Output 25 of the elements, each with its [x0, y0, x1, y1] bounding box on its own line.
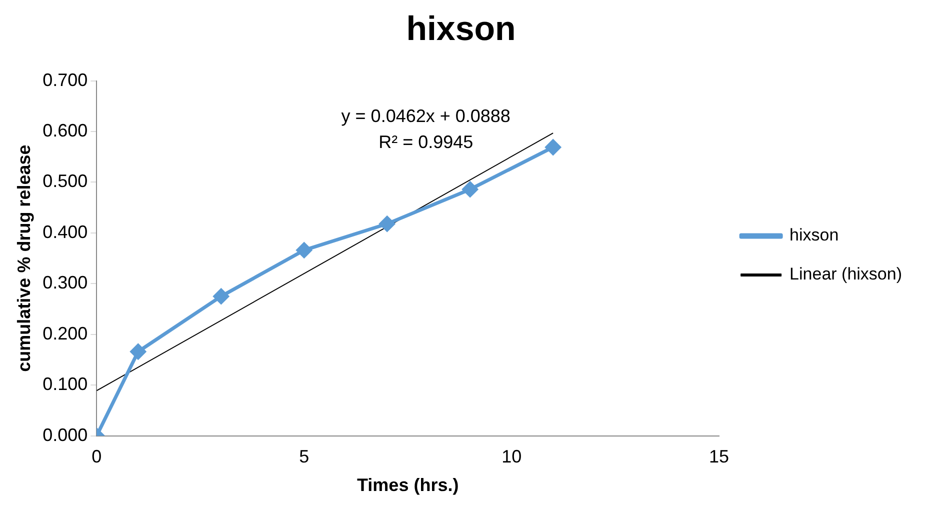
- x-axis-title: Times (hrs.): [357, 475, 459, 496]
- annotation: R² = 0.9945: [378, 132, 474, 152]
- y-tick-label: 0.500: [42, 171, 88, 192]
- x-tick-label: 15: [709, 446, 730, 467]
- point: [379, 216, 395, 232]
- annotation: y = 0.0462x + 0.0888: [341, 106, 510, 126]
- y-axis-title: cumulative % drug release: [14, 144, 34, 372]
- point: [296, 242, 312, 258]
- x-tick-label: 10: [502, 446, 522, 467]
- point: [462, 182, 478, 198]
- y-tick-label: 0.100: [42, 374, 88, 394]
- y-tick-label: 0.200: [42, 323, 88, 344]
- y-tick-label: 0.000: [42, 424, 88, 445]
- y-tick-label: 0.700: [42, 70, 88, 90]
- point: [130, 344, 146, 360]
- y-tick-label: 0.300: [42, 272, 88, 293]
- legend-label: hixson: [790, 226, 839, 245]
- point: [213, 288, 229, 304]
- legend-label: Linear (hixson): [790, 264, 902, 284]
- y-tick-label: 0.400: [42, 222, 88, 242]
- x-tick-label: 0: [92, 446, 102, 467]
- point: [545, 139, 561, 155]
- y-tick-label: 0.600: [42, 120, 88, 140]
- x-tick-label: 5: [299, 446, 310, 467]
- chart-title: hixson: [406, 10, 516, 48]
